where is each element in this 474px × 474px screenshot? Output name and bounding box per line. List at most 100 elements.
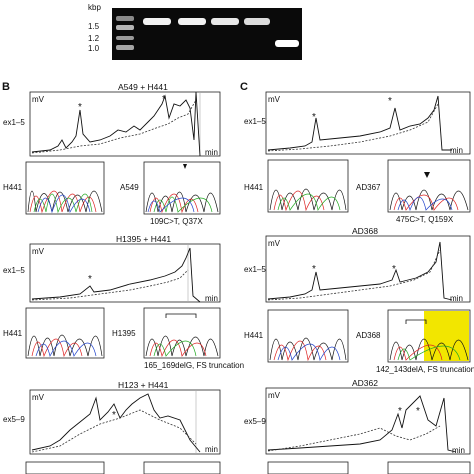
panel-b-section-2: H1395 + H441 mV ex1–5 min * H441 H1395 1… [3,234,244,370]
gel-marker-1-0: 1.0 [88,44,100,53]
panel-b-section-3: H123 + H441 mV ex5–9 min * [3,380,221,474]
peak-marker: * [112,410,116,421]
peak-marker: * [388,96,392,107]
chromatogram-title: H123 + H441 [118,380,169,390]
sequence-trace-box [267,159,349,213]
gel-image [112,8,302,60]
trace-reference [267,249,441,301]
sample-line-label: AD367 [356,183,381,192]
gel-sample-band [244,18,270,25]
seq-trace-green [153,196,213,213]
exon-label: ex1–5 [244,265,266,274]
seq-trace-black [389,338,469,361]
seq-trace-red [273,190,325,212]
sequence-trace-box [387,461,471,474]
trace-reference [31,409,197,453]
mutation-label: 475C>T, Q159X [396,215,454,224]
y-unit-label: mV [268,239,281,248]
reference-line-label: H441 [3,183,23,192]
seq-trace-black [145,335,219,357]
x-unit-label: min [205,445,218,454]
seq-trace-red [273,340,327,362]
peak-marker: * [88,274,92,285]
sequence-trace-box [267,309,349,363]
sequence-trace-box [387,159,471,213]
seq-trace-red [31,338,83,358]
x-unit-label: min [452,446,465,455]
sequence-trace-box [25,307,105,359]
sequence-trace-box [25,461,105,474]
trace-sample [31,91,201,157]
trace-reference [267,103,439,152]
gel-ladder-band [116,25,134,30]
peak-marker: * [312,112,316,123]
seq-trace-red [393,344,443,361]
dhplc-frame [265,91,471,155]
seq-trace-blue [277,343,341,362]
seq-trace-green [397,345,461,361]
seq-trace-blue [147,197,195,213]
sample-line-label: H1395 [112,329,136,338]
chromatogram-title: AD362 [352,378,378,388]
mutation-arrow-icon [183,164,187,169]
mutation-arrow-icon [424,172,430,178]
panel-label-c: C [240,81,248,93]
panel-c-section-3: AD362 mV ex5–9 min * * [244,378,471,474]
gel-marker-1-5: 1.5 [88,22,100,31]
y-unit-label: mV [32,95,45,104]
panel-c-section-2: AD368 mV ex1–5 min * * H441 AD368 142_14… [244,226,474,374]
trace-sample [31,247,201,303]
highlight-region [424,311,469,361]
gel-sample-band [178,18,206,25]
x-unit-label: min [450,294,463,303]
seq-trace-green [153,340,197,357]
sample-line-label: A549 [120,183,139,192]
seq-trace-red [393,194,459,211]
trace-sample [267,95,452,151]
dhplc-frame [265,235,471,303]
seq-trace-blue [37,194,91,214]
y-unit-label: mV [268,95,281,104]
sequence-trace-box [143,461,221,474]
exon-label: ex1–5 [3,266,25,275]
gel-marker-1-2: 1.2 [88,34,100,43]
reference-line-label: H441 [3,329,23,338]
mutation-label: 109C>T, Q37X [150,217,203,226]
gel-ladder-band [116,36,134,40]
exon-label: ex5–9 [3,415,25,424]
trace-reference [267,425,441,452]
trace-sample [31,393,201,453]
gel-ladder-band [116,45,134,50]
trace-sample [267,241,453,301]
reference-line-label: H441 [244,331,264,340]
sequence-trace-box [267,461,349,474]
seq-trace-black [269,337,347,361]
peak-marker: * [162,94,166,105]
trace-sample [267,395,457,453]
seq-trace-red [149,193,199,214]
frameshift-bracket [165,313,197,318]
sample-line-label: AD368 [356,331,381,340]
chromatogram-title: H1395 + H441 [116,234,171,244]
peak-marker: * [392,264,396,275]
seq-trace-blue [397,196,453,212]
panel-b-section-1: A549 + H441 mV ex1–5 min * * H441 A549 1… [3,82,221,226]
gel-figure: kbp 1.5 1.2 1.0 [88,3,302,60]
trace-reference [31,269,189,301]
chromatogram-title: A549 + H441 [118,82,168,92]
seq-trace-black [269,188,347,211]
dhplc-frame [29,243,221,303]
seq-trace-red [149,339,207,358]
y-unit-label: mV [32,393,45,402]
seq-trace-blue [35,340,97,357]
x-unit-label: min [205,294,218,303]
trace-reference [31,99,197,154]
gel-sample-band [275,40,299,47]
gel-unit-label: kbp [88,3,101,12]
dhplc-frame [29,91,221,157]
exon-label: ex5–9 [244,417,266,426]
seq-trace-black [27,334,103,357]
peak-marker: * [78,102,82,113]
frameshift-bracket [405,319,427,324]
